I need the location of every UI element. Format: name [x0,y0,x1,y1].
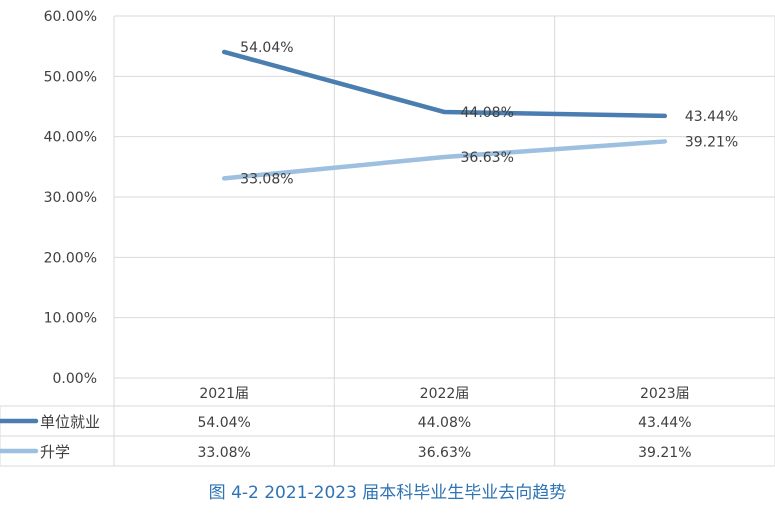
y-tick-label: 0.00% [53,371,97,387]
x-tick-label: 2021届 [199,386,249,402]
y-tick-label: 10.00% [44,311,97,327]
y-tick-label: 20.00% [44,250,97,266]
line-chart: 0.00% 10.00% 20.00% 30.00% 40.00% 50.00% 60.00… [0,9,775,467]
data-label: 33.08% [240,171,293,187]
data-label: 54.04% [240,40,293,56]
table-cell: 33.08% [197,445,250,461]
figure-caption: 图 4-2 2021-2023 届本科毕业生毕业去向趋势 [208,483,567,503]
data-label: 39.21% [685,134,738,150]
table-cell: 44.08% [418,415,471,431]
series-line [221,49,668,119]
y-tick-label: 60.00% [44,9,97,25]
data-label: 36.63% [461,150,514,166]
y-tick-label: 50.00% [44,69,97,85]
x-tick-label: 2022届 [420,386,470,402]
data-label: 44.08% [461,105,514,121]
data-label: 43.44% [685,109,738,125]
table-cell: 39.21% [638,445,691,461]
legend-label: 单位就业 [40,413,100,431]
table-cell: 54.04% [197,415,250,431]
series-line [221,139,668,181]
table-cell: 36.63% [418,445,471,461]
y-tick-label: 40.00% [44,130,97,146]
legend-label: 升学 [40,443,70,461]
y-tick-label: 30.00% [44,190,97,206]
x-tick-label: 2023届 [640,386,690,402]
table-cell: 43.44% [638,415,691,431]
